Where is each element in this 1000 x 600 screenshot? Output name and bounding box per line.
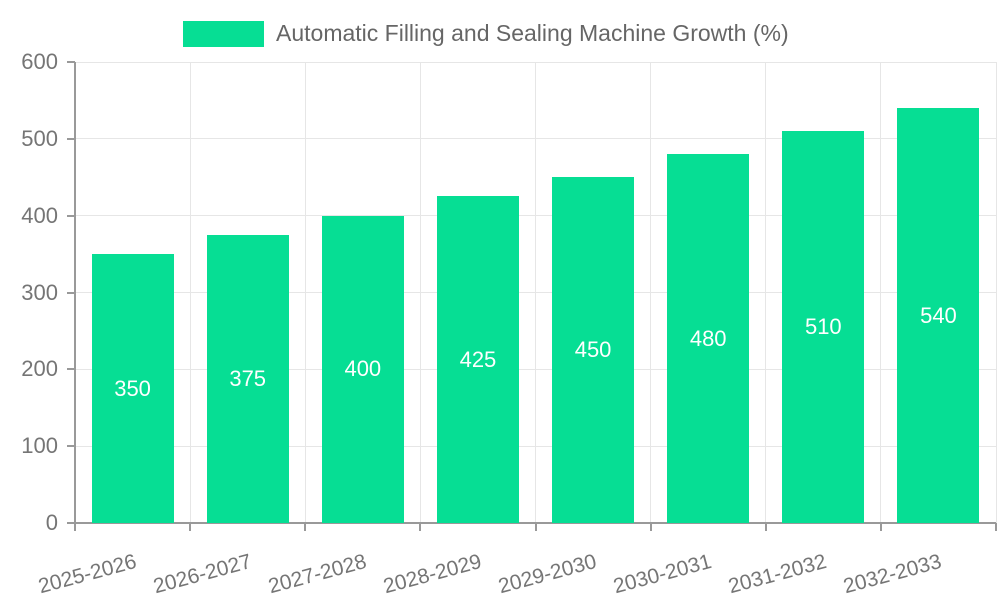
y-tick-mark [67, 61, 75, 63]
y-tick-label: 200 [21, 356, 58, 382]
x-gridline [995, 62, 997, 523]
y-tick-mark [67, 368, 75, 371]
x-tick-mark [764, 523, 767, 531]
x-gridline [650, 62, 652, 523]
bar[interactable] [436, 196, 519, 523]
bar-value-label: 510 [804, 314, 842, 340]
y-axis-line [74, 62, 76, 531]
y-tick-label: 500 [21, 125, 58, 151]
x-gridline [419, 62, 421, 523]
x-axis-line [74, 522, 996, 524]
bar[interactable] [321, 215, 404, 523]
x-gridline [535, 62, 536, 523]
bar-value-label: 540 [920, 302, 957, 328]
y-tick-mark [67, 445, 75, 448]
x-gridline [765, 62, 767, 523]
x-tick-label: 2028-2029 [380, 550, 484, 599]
x-tick-label: 2029-2030 [496, 550, 600, 599]
x-tick-label: 2026-2027 [150, 550, 254, 599]
x-tick-mark [879, 523, 882, 531]
y-tick-label: 0 [45, 510, 58, 535]
x-tick-label: 2032-2033 [841, 550, 945, 599]
bar-value-label: 450 [574, 337, 612, 363]
x-tick-mark [995, 523, 997, 531]
bar[interactable] [552, 177, 635, 523]
y-tick-label: 300 [21, 279, 58, 305]
x-gridline [189, 62, 191, 523]
bar-value-label: 375 [229, 365, 267, 391]
bar[interactable] [91, 254, 174, 523]
y-tick-mark [67, 291, 75, 294]
x-gridline [304, 62, 306, 523]
x-tick-label: 2025-2026 [35, 550, 139, 599]
x-tick-label: 2027-2028 [265, 550, 369, 599]
bar[interactable] [897, 108, 980, 523]
bar-value-label: 480 [689, 325, 727, 351]
y-tick-mark [67, 214, 75, 217]
y-tick-label: 600 [21, 49, 58, 74]
x-tick-label: 2030-2031 [611, 550, 715, 599]
x-tick-label: 2031-2032 [726, 550, 830, 599]
y-tick-label: 100 [21, 433, 58, 459]
bar[interactable] [667, 154, 750, 523]
x-gridline [880, 62, 882, 523]
y-tick-mark [67, 522, 75, 524]
bar-value-label: 350 [114, 375, 151, 401]
bar[interactable] [782, 131, 865, 523]
legend-swatch-icon[interactable] [183, 20, 264, 47]
y-tick-label: 400 [21, 202, 58, 228]
bar[interactable] [206, 234, 289, 523]
x-tick-mark [534, 523, 537, 531]
bar-value-label: 425 [459, 346, 497, 372]
x-tick-mark [304, 523, 307, 531]
x-tick-mark [189, 523, 192, 531]
legend-label[interactable]: Automatic Filling and Sealing Machine Gr… [276, 20, 789, 46]
x-tick-mark [419, 523, 422, 531]
bar-value-label: 400 [344, 356, 382, 382]
legend[interactable]: Automatic Filling and Sealing Machine Gr… [183, 20, 789, 47]
x-tick-mark [649, 523, 652, 531]
y-tick-mark [67, 137, 75, 140]
